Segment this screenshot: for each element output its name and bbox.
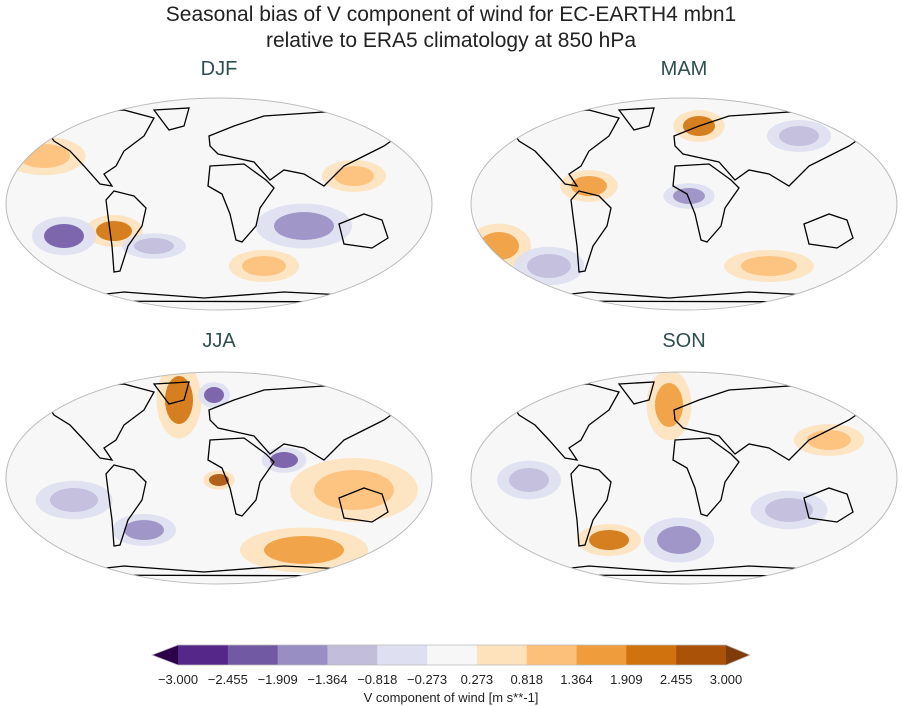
coastline [208, 385, 406, 461]
bias-contour-region [204, 387, 224, 403]
map-djf [5, 97, 433, 311]
bias-contour-region [44, 224, 84, 248]
colorbar-tick-label: 3.000 [709, 672, 743, 687]
coastline [208, 111, 406, 187]
colorbar-tick-label: 0.818 [510, 672, 543, 687]
colorbar-tick-label: −1.364 [307, 672, 348, 687]
colorbar-tick-label: 0.273 [460, 672, 494, 687]
bias-contour-region [657, 526, 701, 554]
coastline [803, 213, 854, 249]
bias-contour-region [209, 474, 229, 486]
map-frame [5, 371, 433, 585]
colorbar-bin [626, 645, 677, 665]
bias-contour-region [274, 212, 334, 240]
map-background [6, 98, 432, 310]
bias-contour-region [18, 144, 70, 168]
bias-contour-region [807, 430, 851, 450]
figure-title-line2: relative to ERA5 climatology at 850 hPa [265, 29, 637, 52]
colorbar [150, 644, 752, 666]
coastline [43, 383, 155, 461]
bias-contour-region [134, 238, 174, 254]
colorbar-label: V component of wind [m s**-1] [363, 690, 539, 705]
coastline [338, 213, 389, 249]
map-frame [5, 97, 433, 311]
coastline [338, 487, 389, 523]
colorbar-under-arrow [152, 645, 178, 665]
coastline [43, 109, 155, 187]
bias-contour-region [509, 468, 549, 492]
coastline [508, 109, 620, 187]
colorbar-bin [427, 645, 478, 665]
colorbar-bin [327, 645, 378, 665]
bias-contour-region [673, 188, 705, 204]
coastline [673, 385, 871, 461]
map-mam [470, 97, 898, 311]
bias-contour-region [655, 383, 683, 427]
coastline [617, 107, 655, 131]
colorbar-tick-label: 2.455 [659, 672, 693, 687]
coastline [207, 437, 275, 517]
colorbar-outline [150, 644, 752, 666]
colorbar-bin [476, 645, 528, 665]
colorbar-tick-label: −2.455 [207, 672, 248, 687]
panel-title-son: SON [662, 330, 706, 352]
bias-contour-region [50, 488, 98, 512]
coastline [672, 163, 740, 243]
bias-contour-region [589, 530, 629, 550]
panel-title-jja: JJA [202, 330, 236, 352]
coastline [508, 383, 620, 461]
coastline [105, 190, 147, 273]
map-frame [470, 371, 898, 585]
bias-contour-region [479, 232, 519, 260]
colorbar-bin [178, 645, 229, 665]
colorbar-bin [576, 645, 627, 665]
map-frame [470, 97, 898, 311]
bias-contour-region [242, 256, 286, 276]
bias-contour-region [165, 376, 193, 424]
coastline [152, 381, 190, 405]
coastline [803, 487, 854, 523]
panel-title-mam: MAM [660, 58, 708, 80]
bias-contour-region [334, 166, 374, 186]
coastline [105, 464, 147, 547]
colorbar-bin [277, 645, 328, 665]
bias-contour-region [779, 126, 819, 146]
coastline [152, 107, 190, 131]
bias-contour-region [124, 520, 164, 540]
bias-contour-region [741, 256, 797, 276]
colorbar-tick-label: −0.273 [407, 672, 448, 687]
map-son [470, 371, 898, 585]
map-jja [5, 371, 433, 585]
colorbar-over-arrow [726, 645, 750, 665]
bias-contour-region [527, 254, 571, 278]
coastline [207, 163, 275, 243]
colorbar-bin [227, 645, 279, 665]
colorbar-tick-label: 1.909 [610, 672, 643, 687]
colorbar-bin [676, 645, 727, 665]
colorbar-tick-label: −0.818 [357, 672, 398, 687]
colorbar-tick-label: −3.000 [157, 672, 199, 687]
panel-title-djf: DJF [200, 58, 238, 80]
bias-contour-region [264, 536, 344, 564]
coastline [673, 111, 871, 187]
coastline [570, 464, 612, 547]
bias-contour-region [765, 498, 813, 522]
colorbar-tick-label: 1.364 [560, 672, 593, 687]
bias-contour-region [96, 221, 132, 241]
bias-contour-region [314, 470, 394, 510]
bias-contour-region [270, 452, 298, 468]
coastline [570, 190, 612, 273]
colorbar-bin [377, 645, 428, 665]
coastline [672, 437, 740, 517]
colorbar-bin [526, 645, 578, 665]
figure-title-line1: Seasonal bias of V component of wind for… [165, 3, 737, 26]
coastline [617, 381, 655, 405]
colorbar-tick-label: −1.909 [257, 672, 298, 687]
